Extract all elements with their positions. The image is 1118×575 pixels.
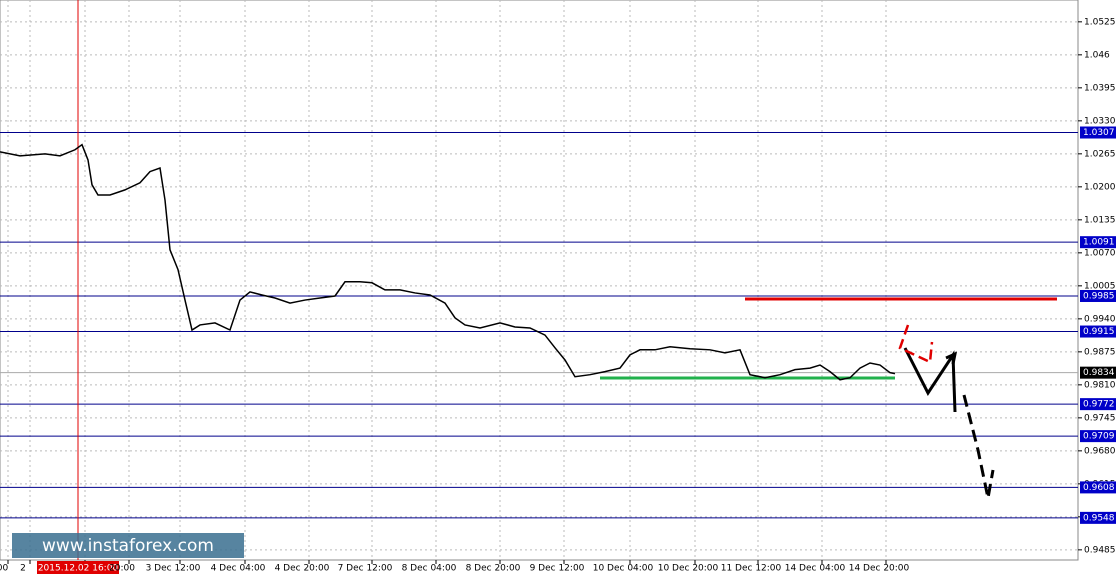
y-tick-label: 0.9680 [1084,446,1116,456]
level-label-box [1080,481,1116,494]
level-label: 0.9709 [1083,432,1115,442]
forecast-dashed-arrow [962,394,995,499]
x-tick-label: 14 Dec 20:00 [849,564,910,574]
plot-area [0,0,1079,561]
level-label-box [1080,236,1116,249]
x-tick-label: 9 Dec 12:00 [530,564,585,574]
y-tick-label: 1.0265 [1084,149,1116,159]
y-tick-label: 0.9810 [1084,380,1116,390]
watermark-box [12,533,244,558]
x-tick-label: 4 Dec 04:00 [211,564,266,574]
x-tick-label: 2015.12.02 16:00 [38,564,119,574]
y-tick-label: 1.0525 [1084,17,1116,27]
y-tick-label: 0.9745 [1084,413,1116,423]
y-tick-label: 0.9485 [1084,545,1116,555]
y-tick-label: 0.9940 [1084,314,1116,324]
level-label-box [1080,430,1116,443]
price-line [0,143,896,381]
x-tick-label: 10 Dec 20:00 [658,564,719,574]
y-tick-label: 0.9875 [1084,347,1116,357]
arrow-head [945,351,958,365]
level-label: 0.9985 [1083,291,1115,301]
watermark: www.instaforex.com [42,536,214,556]
x-tick-highlight [37,561,119,574]
y-tick-label: 1.0070 [1084,248,1116,258]
x-tick-label: 3 Dec 12:00 [146,564,201,574]
x-tick-label: :00 [0,564,9,574]
x-tick-label: 4 Dec 20:00 [275,564,330,574]
y-tick-label: 1.0005 [1084,281,1116,291]
level-label: 0.9915 [1083,327,1115,337]
level-label: 0.9548 [1083,513,1115,523]
x-tick-label: 8 Dec 04:00 [402,564,457,574]
axis: 1.0525 1.046 1.0395 1.0330 1.0265 1.0200 1.013… [0,17,1116,574]
level-label: 0.9834 [1083,368,1115,378]
level-label-box [1080,398,1116,411]
forecast-arrow [903,347,957,413]
price [0,143,896,381]
level-label-box [1080,325,1116,338]
x-tick-label: 7 Dec 12:00 [338,564,393,574]
level-label-box [1080,511,1116,524]
y-tick-label: 1.0395 [1084,83,1116,93]
x-tick-label: 11 Dec 12:00 [721,564,782,574]
level-label: 0.9772 [1083,400,1115,410]
reversal-arrow [898,324,934,364]
y-tick-label: 1.0330 [1084,116,1116,126]
y-tick-label: 1.0200 [1084,182,1116,192]
level-label-box [1080,126,1116,139]
level-label-box [1080,366,1116,379]
y-tick-label: 1.0135 [1084,215,1116,225]
level-label: 1.0091 [1083,238,1115,248]
levels [0,132,1078,519]
level-label-box [1080,289,1116,302]
x-tick-label: 10 Dec 04:00 [593,564,654,574]
level-label: 1.0307 [1083,128,1115,138]
level-label: 0.9608 [1083,483,1115,493]
x-tick-label: 8 Dec 20:00 [466,564,521,574]
x-tick-label: 14 Dec 04:00 [785,564,846,574]
x-tick-label: 2 [20,564,26,574]
grid [0,0,1078,560]
y-tick-label: 1.046 [1084,50,1110,60]
x-tick-label: 20:00 [109,564,135,574]
